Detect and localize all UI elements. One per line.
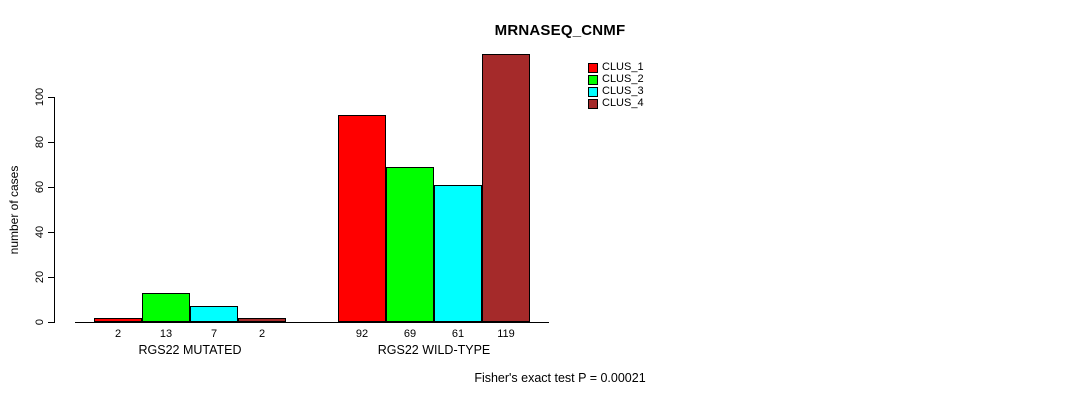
bar-clus_1 <box>338 115 386 322</box>
y-axis-label: number of cases <box>7 165 21 255</box>
bar-value-label: 119 <box>497 328 515 340</box>
legend-swatch <box>588 74 598 85</box>
legend-item: CLUS_3 <box>588 86 644 97</box>
bar-value-label: 69 <box>403 328 417 340</box>
y-tick <box>48 232 54 233</box>
legend-label: CLUS_2 <box>602 73 644 85</box>
annotation-text: Fisher's exact test P = 0.00021 <box>474 371 646 385</box>
y-tick-label: 80 <box>34 135 46 149</box>
y-tick <box>48 142 54 143</box>
y-axis-line <box>54 97 55 323</box>
bar-value-label: 7 <box>210 328 218 340</box>
legend-swatch <box>588 86 598 97</box>
bar-value-label: 13 <box>159 328 173 340</box>
chart-title: MRNASEQ_CNMF <box>494 22 626 39</box>
legend-item: CLUS_2 <box>588 74 644 85</box>
bar-clus_2 <box>386 166 434 322</box>
bar-value-label: 2 <box>258 328 266 340</box>
y-tick <box>48 187 54 188</box>
bar-clus_4 <box>238 317 286 322</box>
y-tick-label: 60 <box>34 180 46 194</box>
x-group-label: RGS22 MUTATED <box>138 343 242 357</box>
bar-clus_1 <box>94 317 142 322</box>
x-group-label: RGS22 WILD-TYPE <box>377 343 491 357</box>
bar-value-label: 92 <box>355 328 369 340</box>
y-tick-label: 100 <box>34 87 46 107</box>
legend-swatch <box>588 98 598 109</box>
bar-value-label: 2 <box>114 328 122 340</box>
bar-clus_4 <box>482 54 530 322</box>
y-tick <box>48 277 54 278</box>
y-tick-label: 40 <box>34 225 46 239</box>
bar-clus_3 <box>190 306 238 322</box>
legend-item: CLUS_4 <box>588 98 644 109</box>
bar-clus_2 <box>142 292 190 322</box>
legend-label: CLUS_3 <box>602 85 644 97</box>
legend: CLUS_1 CLUS_2 CLUS_3 CLUS_4 <box>588 62 644 109</box>
x-baseline <box>75 322 549 323</box>
legend-label: CLUS_1 <box>602 61 644 73</box>
legend-label: CLUS_4 <box>602 97 644 109</box>
y-tick <box>48 322 54 323</box>
y-tick-label: 0 <box>34 318 46 326</box>
y-tick <box>48 97 54 98</box>
bar-clus_3 <box>434 184 482 322</box>
legend-swatch <box>588 62 598 73</box>
y-tick-label: 20 <box>34 270 46 284</box>
bar-value-label: 61 <box>451 328 465 340</box>
legend-item: CLUS_1 <box>588 62 644 73</box>
